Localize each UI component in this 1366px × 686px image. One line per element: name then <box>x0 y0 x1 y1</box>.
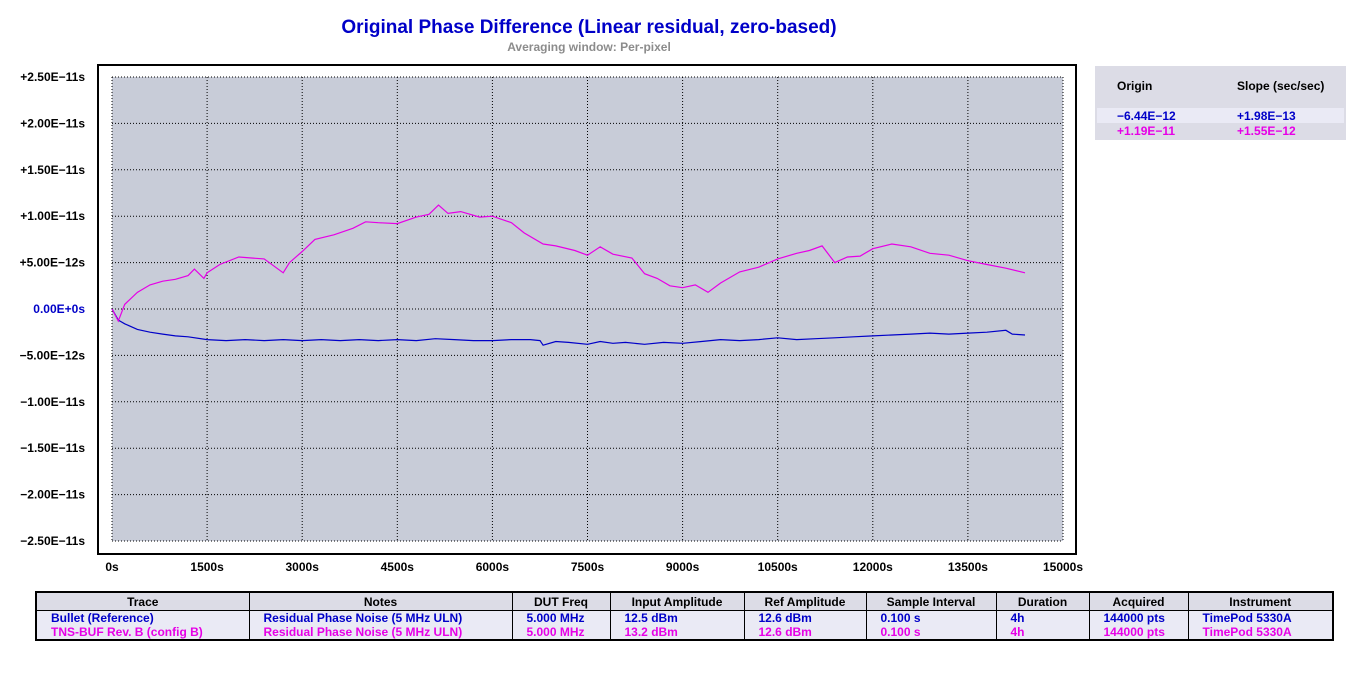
col-header-input-amplitude: Input Amplitude <box>609 591 745 611</box>
cell-dut-freq: 5.000 MHz <box>511 625 611 640</box>
x-axis-ticks: 0s 1500s 3000s 4500s 6000s 7500s 9000s 10500s 12… <box>105 560 1083 574</box>
y-tick-label: +1.50E−11s <box>20 163 85 177</box>
x-tick-label: 4500s <box>381 560 415 574</box>
y-tick-label: −2.50E−11s <box>20 534 85 548</box>
x-tick-label: 1500s <box>190 560 224 574</box>
cell-acquired: 144000 pts <box>1088 625 1189 640</box>
y-tick-label: +5.00E−12s <box>20 256 86 270</box>
col-header-trace: Trace <box>35 591 250 611</box>
series-line <box>111 308 1026 346</box>
cell-trace: Bullet (Reference) <box>35 610 250 625</box>
fit-slope-value: +1.55E−12 <box>1237 124 1296 138</box>
y-tick-label: +2.50E−11s <box>20 70 85 84</box>
table-header-row: Trace Notes DUT Freq Input Amplitude Ref… <box>35 591 1334 611</box>
cell-ref-amplitude: 12.6 dBm <box>743 610 867 625</box>
series-line <box>111 204 1026 323</box>
fit-slope-value: +1.98E−13 <box>1237 109 1296 123</box>
fit-slope-header: Slope (sec/sec) <box>1237 79 1325 93</box>
cell-duration: 4h <box>995 625 1090 640</box>
table-row[interactable]: TNS-BUF Rev. B (config B) Residual Phase… <box>35 625 1334 640</box>
y-tick-label: −5.00E−12s <box>20 348 86 362</box>
table-row[interactable]: Bullet (Reference) Residual Phase Noise … <box>35 610 1334 625</box>
col-header-acquired: Acquired <box>1088 591 1189 611</box>
cell-sample-interval: 0.100 s <box>865 625 997 640</box>
y-axis-ticks: +2.50E−11s +2.00E−11s +1.50E−11s +1.00E−11s… <box>20 70 86 548</box>
cell-acquired: 144000 pts <box>1088 610 1189 625</box>
y-tick-label: −1.50E−11s <box>20 441 85 455</box>
x-tick-label: 15000s <box>1043 560 1083 574</box>
chart-subtitle: Averaging window: Per-pixel <box>507 40 671 54</box>
y-tick-label: 0.00E+0s <box>33 302 85 316</box>
grid-lines <box>111 76 1064 542</box>
fit-origin-value: +1.19E−11 <box>1117 124 1176 138</box>
col-header-ref-amplitude: Ref Amplitude <box>743 591 867 611</box>
fit-origin-header: Origin <box>1117 79 1153 93</box>
cell-input-amplitude: 12.5 dBm <box>609 610 745 625</box>
x-tick-label: 7500s <box>571 560 605 574</box>
series-layer <box>111 204 1026 346</box>
y-tick-label: +2.00E−11s <box>20 116 85 130</box>
col-header-dut-freq: DUT Freq <box>511 591 611 611</box>
cell-notes: Residual Phase Noise (5 MHz ULN) <box>248 610 513 625</box>
fit-summary-panel: Origin Slope (sec/sec) −6.44E−12 +1.98E−… <box>1095 66 1346 140</box>
cell-duration: 4h <box>995 610 1090 625</box>
y-tick-label: −2.00E−11s <box>20 488 85 502</box>
col-header-notes: Notes <box>248 591 513 611</box>
cell-notes: Residual Phase Noise (5 MHz ULN) <box>248 625 513 640</box>
col-header-duration: Duration <box>995 591 1090 611</box>
cell-input-amplitude: 13.2 dBm <box>609 625 745 640</box>
x-tick-label: 10500s <box>758 560 798 574</box>
y-tick-label: −1.00E−11s <box>20 395 85 409</box>
cell-sample-interval: 0.100 s <box>865 610 997 625</box>
x-tick-label: 12000s <box>853 560 893 574</box>
col-header-instrument: Instrument <box>1187 591 1334 611</box>
y-tick-label: +1.00E−11s <box>20 209 85 223</box>
fit-origin-value: −6.44E−12 <box>1117 109 1176 123</box>
col-header-sample-interval: Sample Interval <box>865 591 997 611</box>
phase-difference-chart: +2.50E−11s +2.00E−11s +1.50E−11s +1.00E−11s… <box>20 64 1083 574</box>
trace-info-table: Trace Notes DUT Freq Input Amplitude Ref… <box>35 591 1334 641</box>
cell-instrument: TimePod 5330A <box>1187 610 1334 625</box>
x-tick-label: 13500s <box>948 560 988 574</box>
x-tick-label: 3000s <box>286 560 320 574</box>
cell-instrument: TimePod 5330A <box>1187 625 1334 640</box>
chart-title: Original Phase Difference (Linear residu… <box>341 17 837 38</box>
fit-row-dut: +1.19E−11 +1.55E−12 <box>1097 123 1344 138</box>
x-tick-label: 0s <box>105 560 119 574</box>
x-tick-label: 9000s <box>666 560 700 574</box>
cell-ref-amplitude: 12.6 dBm <box>743 625 867 640</box>
fit-row-reference: −6.44E−12 +1.98E−13 <box>1097 108 1344 123</box>
x-tick-label: 6000s <box>476 560 510 574</box>
cell-trace: TNS-BUF Rev. B (config B) <box>35 625 250 640</box>
cell-dut-freq: 5.000 MHz <box>511 610 611 625</box>
